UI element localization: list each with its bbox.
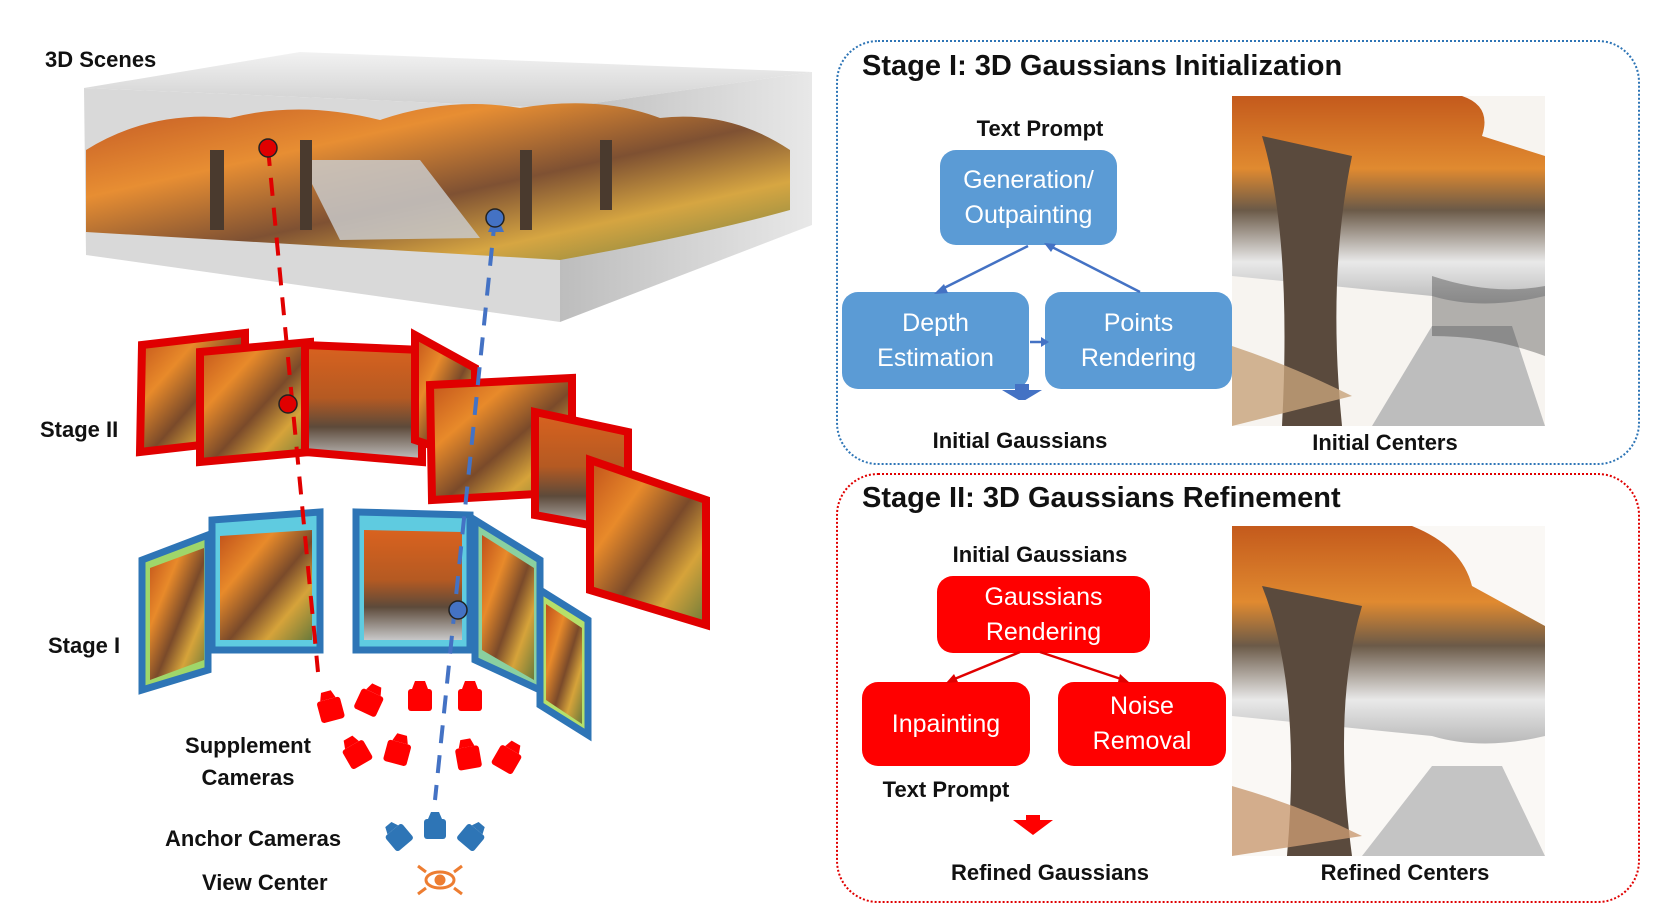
stage2-title: Stage II: 3D Gaussians Refinement	[862, 482, 1341, 514]
stage2-output-label: Refined Gaussians	[950, 860, 1150, 885]
output-down-arrow	[1002, 384, 1042, 400]
scene-point-blue	[485, 208, 505, 228]
stage2-frames	[135, 328, 710, 631]
stage1-point-blue	[448, 600, 468, 620]
box-generation-outpainting: Generation/ Outpainting	[940, 150, 1117, 245]
label-anchor-cameras: Anchor Cameras	[165, 826, 342, 851]
supplement-cameras	[317, 681, 522, 775]
box-gaussians-rendering: Gaussians Rendering	[937, 576, 1150, 653]
box-noise-removal: Noise Removal	[1058, 682, 1226, 766]
stage2-arrows	[946, 650, 1130, 835]
stage1-text-prompt: Text Prompt	[976, 116, 1104, 141]
stage2-panel	[836, 473, 1640, 903]
view-center-icon	[417, 864, 463, 896]
box-points-rendering: Points Rendering	[1045, 292, 1232, 389]
anchor-cameras	[385, 812, 485, 852]
initial-centers-image	[1232, 96, 1545, 426]
box-inpainting: Inpainting	[862, 682, 1030, 766]
stage1-output-label: Initial Gaussians	[932, 428, 1108, 453]
stage1-arrows	[934, 243, 1141, 400]
label-stage2: Stage II	[40, 417, 119, 442]
stage2-input-label: Initial Gaussians	[952, 542, 1128, 567]
box-depth-estimation: Depth Estimation	[842, 292, 1029, 389]
stage2-image-caption: Refined Centers	[1320, 860, 1490, 885]
label-stage1: Stage I	[48, 633, 121, 658]
stage1-title: Stage I: 3D Gaussians Initialization	[862, 50, 1343, 82]
label-3d-scenes: 3D Scenes	[45, 47, 157, 72]
stage1-frames	[138, 508, 592, 742]
refined-centers-image	[1232, 526, 1545, 856]
stage1-panel	[836, 40, 1640, 465]
label-supplement-cameras: Supplement Cameras	[185, 733, 311, 790]
stage1-image-caption: Initial Centers	[1312, 430, 1458, 455]
left-illustration	[84, 52, 812, 896]
scene-point-red	[258, 138, 278, 158]
scene-box	[84, 52, 812, 322]
label-view-center: View Center	[202, 870, 328, 895]
stage2-point-red	[278, 394, 298, 414]
refined-down-arrow	[1013, 815, 1053, 835]
stage2-text-prompt: Text Prompt	[882, 777, 1010, 802]
